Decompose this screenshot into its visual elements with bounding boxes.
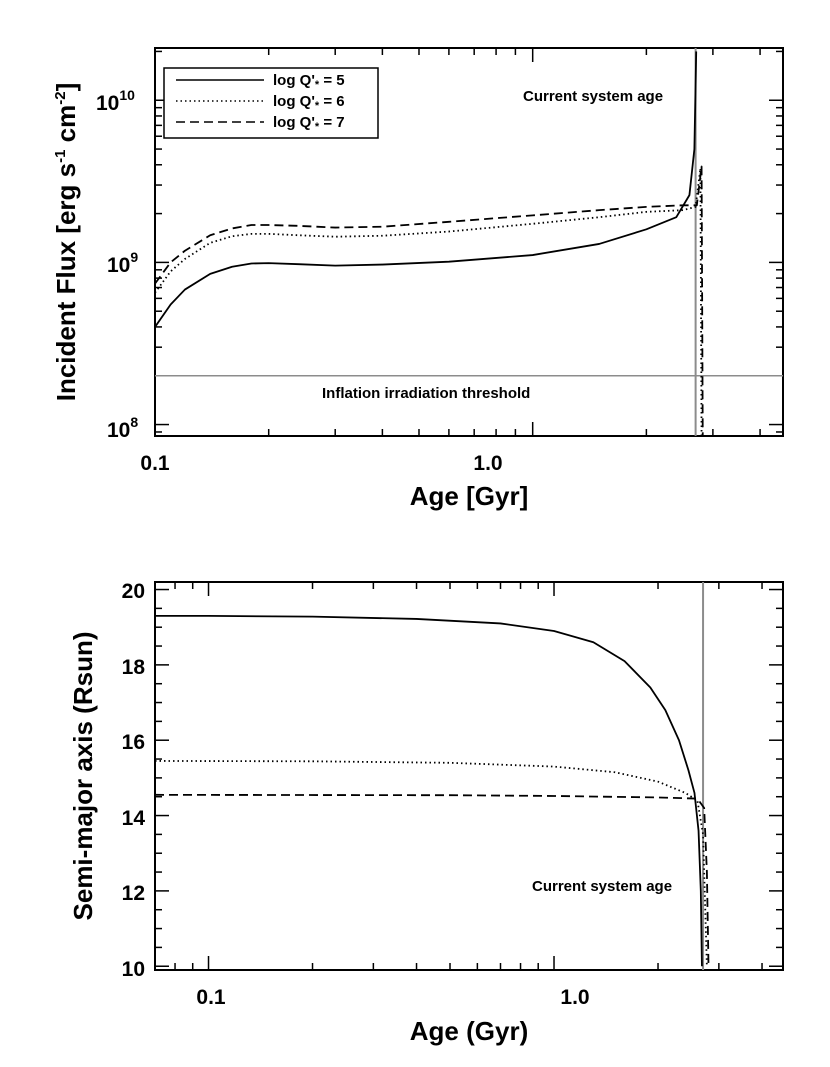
series-line-solid bbox=[155, 51, 698, 328]
axis-ytick-14: 14 bbox=[122, 807, 146, 830]
flux-threshold-label: Inflation irradiation threshold bbox=[322, 385, 530, 402]
legend-entry-q6: log Q'* = 6 bbox=[273, 93, 345, 112]
flux-ytick-1e10: 1010 bbox=[96, 87, 135, 115]
flux-ticks bbox=[154, 48, 783, 436]
series-line-solid bbox=[155, 615, 703, 967]
flux-series bbox=[155, 51, 704, 436]
legend-entry-q5: log Q'* = 5 bbox=[273, 72, 345, 91]
axis-y-axis-title: Semi-major axis (Rsun) bbox=[68, 632, 98, 921]
axis-series bbox=[155, 615, 710, 967]
axis-ytick-12: 12 bbox=[122, 882, 145, 905]
flux-plot-frame bbox=[154, 47, 784, 437]
axis-ytick-16: 16 bbox=[122, 731, 145, 754]
axis-ytick-18: 18 bbox=[122, 656, 146, 679]
axis-ytick-20: 20 bbox=[122, 580, 145, 603]
flux-legend: log Q'* = 5 log Q'* = 6 log Q'* = 7 bbox=[163, 67, 379, 139]
flux-xtick-1.0: 1.0 bbox=[473, 452, 502, 475]
flux-panel: Current system age Inflation irradiation… bbox=[51, 47, 784, 511]
series-line-dotted bbox=[155, 760, 708, 967]
axis-plot-frame bbox=[154, 581, 784, 971]
axis-xtick-0.1: 0.1 bbox=[196, 986, 226, 1009]
legend-box bbox=[163, 67, 379, 139]
series-line-dashed bbox=[155, 793, 710, 967]
flux-current-age-label: Current system age bbox=[523, 88, 663, 105]
flux-ytick-1e8: 108 bbox=[107, 414, 138, 442]
axis-current-age-label: Current system age bbox=[532, 878, 672, 895]
series-line-dotted bbox=[155, 167, 703, 436]
flux-x-axis-title: Age [Gyr] bbox=[410, 481, 528, 511]
axis-y-tick-labels: 10 12 14 16 18 20 bbox=[122, 580, 146, 981]
flux-ytick-1e9: 109 bbox=[107, 249, 138, 277]
axis-ytick-10: 10 bbox=[122, 958, 145, 981]
axis-ticks bbox=[154, 582, 783, 970]
axis-xtick-1.0: 1.0 bbox=[560, 986, 589, 1009]
legend-entry-q7: log Q'* = 7 bbox=[273, 114, 345, 133]
series-line-dashed bbox=[155, 165, 704, 436]
flux-y-axis-title: Incident Flux [erg s-1 cm-2] bbox=[51, 83, 81, 402]
axis-x-axis-title: Age (Gyr) bbox=[410, 1016, 528, 1046]
flux-xtick-0.1: 0.1 bbox=[140, 452, 170, 475]
axis-panel: Current system age 10 12 14 16 18 20 0.1… bbox=[68, 580, 784, 1046]
